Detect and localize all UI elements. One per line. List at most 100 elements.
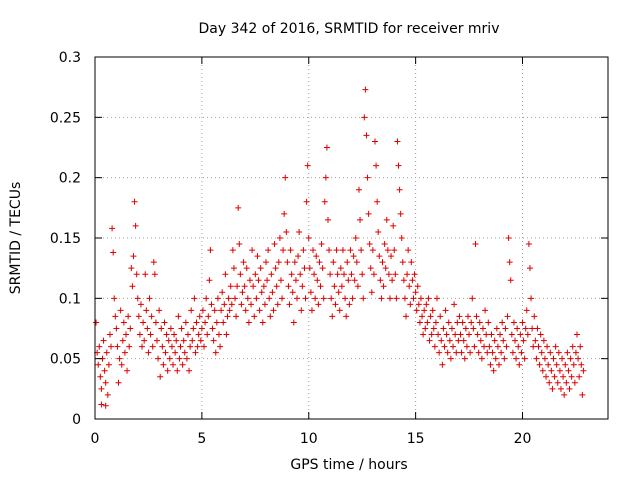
data-point	[461, 355, 468, 362]
data-point	[359, 271, 366, 278]
data-point	[102, 379, 109, 386]
data-point	[414, 283, 421, 290]
data-point	[281, 210, 288, 217]
data-point	[524, 331, 531, 338]
data-point	[517, 331, 524, 338]
data-point	[483, 331, 490, 338]
data-point	[196, 313, 203, 320]
data-point	[101, 367, 108, 374]
data-point	[299, 283, 306, 290]
data-point	[334, 271, 341, 278]
data-point	[317, 283, 324, 290]
data-point	[539, 367, 546, 374]
data-point	[283, 228, 290, 235]
data-point	[447, 355, 454, 362]
data-point	[220, 319, 227, 326]
data-point	[390, 222, 397, 229]
data-point	[165, 337, 172, 344]
data-point	[306, 265, 313, 272]
data-point	[302, 295, 309, 302]
x-tick-labels: 0 5 10 15 20	[91, 431, 532, 447]
data-point	[149, 343, 156, 350]
data-point	[111, 295, 118, 302]
data-point	[102, 402, 109, 409]
data-point	[563, 379, 570, 386]
data-point	[532, 337, 539, 344]
data-point	[487, 361, 494, 368]
data-point	[355, 186, 362, 193]
data-point	[493, 325, 500, 332]
data-point	[98, 401, 105, 408]
data-point	[146, 295, 153, 302]
data-point	[98, 385, 105, 392]
data-point	[293, 295, 300, 302]
data-point	[125, 313, 132, 320]
data-point	[313, 253, 320, 260]
data-point	[501, 355, 508, 362]
data-point	[182, 319, 189, 326]
data-point	[126, 343, 133, 350]
data-point	[201, 343, 208, 350]
data-point	[183, 355, 190, 362]
data-point	[222, 271, 229, 278]
data-point	[195, 331, 202, 338]
data-point	[348, 271, 355, 278]
data-point	[215, 331, 222, 338]
data-point	[132, 222, 139, 229]
data-point	[438, 337, 445, 344]
data-point	[100, 337, 107, 344]
data-point	[324, 216, 331, 223]
data-point	[543, 373, 550, 380]
axis-ticks	[94, 56, 608, 420]
data-point	[173, 337, 180, 344]
data-point	[419, 313, 426, 320]
data-point	[473, 313, 480, 320]
data-point	[471, 343, 478, 350]
data-point	[575, 355, 582, 362]
data-point	[249, 247, 256, 254]
data-point	[184, 331, 191, 338]
data-point	[235, 204, 242, 211]
data-point	[399, 259, 406, 266]
data-point	[353, 259, 360, 266]
data-point	[240, 259, 247, 266]
data-point	[562, 361, 569, 368]
data-point	[295, 253, 302, 260]
data-point	[481, 343, 488, 350]
data-point	[550, 355, 557, 362]
data-point	[282, 174, 289, 181]
data-point	[466, 331, 473, 338]
data-point	[202, 319, 209, 326]
data-point	[179, 361, 186, 368]
data-point	[425, 295, 432, 302]
data-point	[301, 265, 308, 272]
data-point	[142, 271, 149, 278]
data-point	[214, 295, 221, 302]
data-point	[342, 295, 349, 302]
data-point	[421, 307, 428, 314]
data-point	[268, 271, 275, 278]
x-tick-label: 15	[407, 431, 425, 447]
data-point	[250, 283, 257, 290]
data-point	[122, 331, 129, 338]
data-point	[498, 349, 505, 356]
data-point	[242, 307, 249, 314]
data-point	[422, 325, 429, 332]
data-point	[393, 295, 400, 302]
data-point	[548, 367, 555, 374]
data-point	[246, 277, 253, 284]
data-point	[258, 289, 265, 296]
data-point	[224, 313, 231, 320]
data-point	[455, 337, 462, 344]
data-point	[490, 367, 497, 374]
data-point	[335, 289, 342, 296]
data-point	[152, 319, 159, 326]
data-point	[475, 349, 482, 356]
data-point	[336, 307, 343, 314]
data-point	[175, 313, 182, 320]
data-point	[180, 337, 187, 344]
data-point	[330, 259, 337, 266]
data-point	[383, 216, 390, 223]
y-tick-label: 0.15	[50, 231, 81, 247]
data-point	[198, 325, 205, 332]
